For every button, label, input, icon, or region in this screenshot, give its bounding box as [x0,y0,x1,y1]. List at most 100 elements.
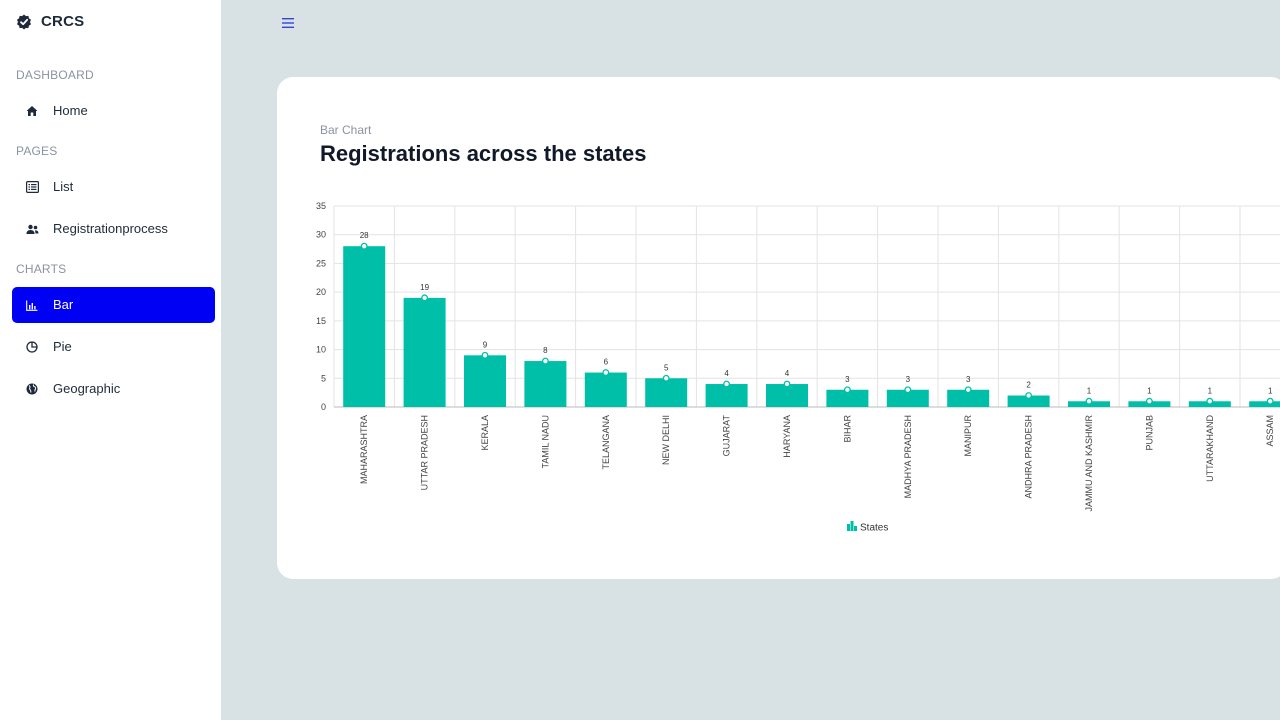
data-point [723,380,731,388]
pie-chart-icon [25,340,39,354]
data-label: 4 [785,369,790,378]
x-tick-label: GUJARAT [722,415,732,457]
x-tick-label: JAMMU AND KASHMIR [1084,415,1094,512]
sidebar-item-label: List [53,179,74,194]
y-tick-label: 5 [321,373,326,383]
menu-toggle-icon[interactable] [281,16,295,30]
bar [1249,401,1280,407]
section-label-charts: CHARTS [16,262,67,276]
bar [464,355,506,407]
data-label: 4 [724,369,729,378]
legend-swatch [847,524,850,531]
data-point [843,386,851,394]
x-tick-label: PUNJAB [1144,415,1154,451]
data-point [1085,397,1093,405]
card-subtitle: Bar Chart [320,123,372,137]
sidebar-item-registrationprocess[interactable]: Registrationprocess [12,211,215,247]
data-label: 6 [604,358,609,367]
bar [886,389,929,407]
data-label: 3 [845,375,850,384]
data-label: 1 [1087,386,1092,395]
legend-swatch [850,521,854,531]
x-tick-label: HARYANA [782,415,792,458]
y-tick-label: 10 [316,345,326,355]
users-icon [25,222,39,236]
data-label: 1 [1268,386,1273,395]
home-icon [25,104,39,118]
y-tick-label: 35 [316,201,326,211]
data-point [783,380,791,388]
x-tick-label: MADHYA PRADESH [903,415,913,498]
data-label: 9 [483,340,488,349]
data-point [904,386,912,394]
legend-swatch [854,526,857,531]
y-tick-label: 20 [316,287,326,297]
data-label: 3 [906,375,911,384]
data-label: 19 [420,283,429,292]
bar [645,378,688,407]
x-tick-label: UTTAR PRADESH [420,415,430,490]
y-tick-label: 25 [316,258,326,268]
data-label: 8 [543,346,548,355]
data-point [602,369,610,376]
bar [705,384,748,407]
y-tick-label: 30 [316,230,326,240]
x-tick-label: MAHARASHTRA [359,415,369,484]
globe-icon [25,382,39,396]
brand-name: CRCS [41,13,85,30]
data-point [1206,397,1214,405]
bar [766,384,808,407]
x-tick-label: UTTARAKHAND [1205,415,1215,482]
sidebar-item-label: Home [53,103,88,118]
bar [1007,395,1050,407]
y-tick-label: 0 [321,402,326,412]
bar [826,389,869,407]
data-point [1145,397,1153,405]
legend: States [847,521,888,534]
sidebar-item-bar[interactable]: Bar [12,287,215,323]
chart-card: Bar Chart Registrations across the state… [277,77,1280,579]
card-title: Registrations across the states [320,141,647,166]
x-tick-label: TELANGANA [601,415,611,470]
x-tick-label: ASSAM [1265,415,1275,447]
section-label-pages: PAGES [16,144,58,158]
data-point [360,242,368,250]
sidebar-item-home[interactable]: Home [12,93,215,129]
sidebar-item-label: Registrationprocess [53,221,168,236]
sidebar-item-geographic[interactable]: Geographic [12,371,215,407]
data-label: 28 [360,231,369,240]
bar [584,372,627,407]
x-tick-label: ANDHRA PRADESH [1024,415,1034,499]
data-point [421,294,429,302]
data-label: 1 [1208,386,1213,395]
data-point [1266,397,1274,405]
data-label: 2 [1026,381,1031,390]
bar [403,297,446,407]
sidebar-item-label: Pie [53,339,72,354]
x-tick-label: KERALA [480,415,490,451]
sidebar-item-list[interactable]: List [12,169,215,205]
data-label: 5 [664,363,669,372]
data-point [1025,392,1033,399]
sidebar: CRCS DASHBOARD Home PAGES List [0,0,221,720]
data-label: 3 [966,375,971,384]
x-tick-label: TAMIL NADU [540,415,550,469]
data-point [662,374,670,382]
bar-chart-icon [25,298,39,312]
sidebar-item-label: Bar [53,297,74,312]
bar [343,246,386,407]
section-label-dashboard: DASHBOARD [16,68,94,82]
data-label: 1 [1147,386,1152,395]
legend-label: States [860,523,888,534]
list-icon [25,180,39,194]
x-tick-label: NEW DELHI [661,415,671,465]
data-point [541,357,549,365]
bar [947,389,990,407]
y-tick-label: 15 [316,316,326,326]
check-badge-icon [17,14,31,29]
data-point [481,351,489,359]
brand[interactable]: CRCS [16,13,84,30]
sidebar-item-pie[interactable]: Pie [12,329,215,365]
bar [524,361,567,407]
